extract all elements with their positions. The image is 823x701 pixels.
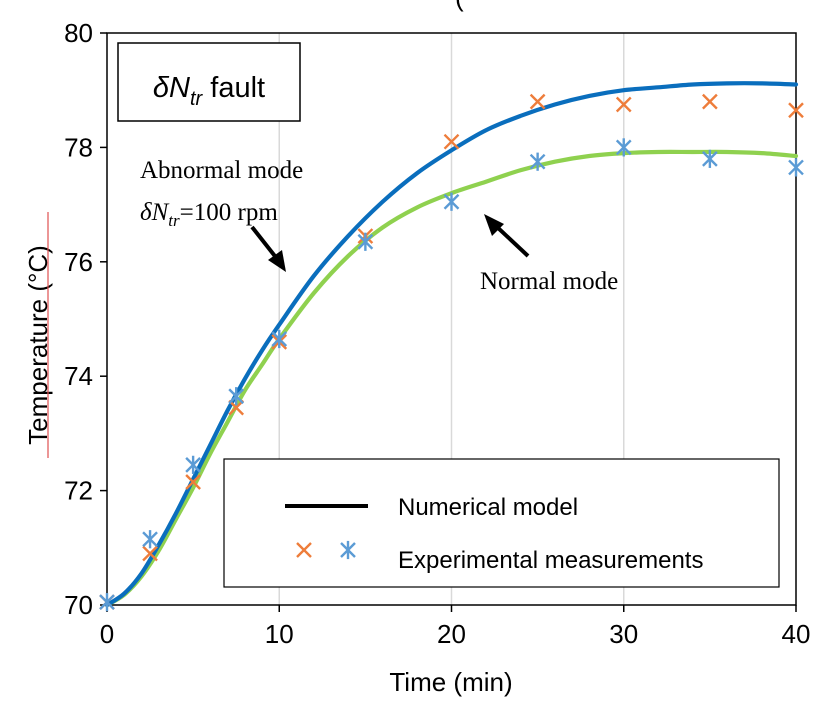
fault-box-label: δNtr fault bbox=[153, 72, 265, 110]
legend-x-swatch bbox=[296, 542, 312, 558]
x-tick-label-10: 10 bbox=[265, 619, 294, 649]
x-tick-label-0: 0 bbox=[100, 619, 114, 649]
model-curve-0 bbox=[104, 81, 799, 608]
measurement-2-point-10-stroke-b bbox=[788, 102, 804, 119]
legend-asterisk-swatch bbox=[340, 540, 356, 560]
y-tick-label-70: 70 bbox=[64, 590, 93, 620]
measurement-2-point-3-stroke-b bbox=[228, 399, 245, 416]
y-tick-labels: 70 72 74 76 78 80 bbox=[64, 18, 93, 620]
measurement-3-point-9 bbox=[702, 149, 718, 168]
measurement-2-point-6 bbox=[443, 133, 460, 150]
y-tick-label-74: 74 bbox=[64, 361, 93, 391]
x-axis-label: Time (min) bbox=[389, 667, 512, 697]
top-title-fragment: ( bbox=[455, 0, 464, 12]
abnormal-mode-rest: =100 rpm bbox=[180, 199, 279, 226]
measurement-2-point-7 bbox=[529, 93, 546, 110]
normal-arrow-head bbox=[484, 214, 504, 236]
measurement-2-point-1-stroke-b bbox=[142, 545, 158, 562]
fault-box-suffix: fault bbox=[202, 72, 265, 104]
fault-box bbox=[117, 42, 301, 122]
measurement-3-point-5 bbox=[357, 232, 374, 251]
abnormal-mode-base: δN bbox=[140, 199, 170, 226]
x-tick-label-20: 20 bbox=[437, 619, 466, 649]
measurement-2-point-2 bbox=[185, 474, 201, 490]
fault-box-base: δN bbox=[153, 72, 190, 104]
legend-marker-swatches bbox=[296, 540, 356, 560]
x-tick-label-30: 30 bbox=[609, 619, 638, 649]
measurement-3-point-1 bbox=[142, 530, 158, 549]
measurement-2-point-9-stroke-b bbox=[702, 93, 718, 110]
measurement-2-point-1 bbox=[142, 545, 158, 562]
y-tick-label-76: 76 bbox=[64, 247, 93, 277]
legend-marker-label: Experimental measurements bbox=[398, 547, 703, 574]
measurement-3-point-6 bbox=[443, 192, 460, 211]
abnormal-mode-label: Abnormal mode bbox=[140, 157, 303, 184]
measurement-markers bbox=[99, 93, 804, 612]
measurement-3-point-4 bbox=[271, 329, 288, 349]
measurement-3-point-7 bbox=[529, 152, 546, 171]
measurement-2-point-7-stroke-b bbox=[529, 93, 546, 110]
y-tick-label-80: 80 bbox=[64, 18, 93, 48]
x-tick-label-40: 40 bbox=[782, 619, 811, 649]
abnormal-mode-subscript: tr bbox=[168, 211, 180, 230]
x-tick-labels: 0 10 20 30 40 bbox=[100, 619, 811, 649]
abnormal-mode-value: δNtr=100 rpm bbox=[140, 199, 278, 230]
legend-box bbox=[223, 458, 780, 588]
measurement-2-point-2-stroke-b bbox=[185, 474, 201, 490]
measurement-3-point-10 bbox=[788, 158, 804, 177]
normal-arrow-shaft bbox=[494, 224, 530, 258]
measurement-2-point-8 bbox=[615, 96, 632, 113]
y-tick-label-72: 72 bbox=[64, 476, 93, 506]
fault-box-subscript: tr bbox=[190, 88, 204, 110]
measurement-2-point-8-stroke-b bbox=[615, 96, 632, 113]
measurement-3-point-2 bbox=[185, 455, 201, 474]
y-tick-label-78: 78 bbox=[64, 132, 93, 162]
measurement-3-point-3 bbox=[228, 387, 245, 406]
legend-line-label: Numerical model bbox=[398, 494, 578, 521]
abnormal-arrow-head bbox=[268, 250, 286, 272]
abnormal-arrow-shaft bbox=[250, 225, 280, 262]
measurement-3-point-8 bbox=[615, 138, 632, 157]
normal-mode-label: Normal mode bbox=[480, 268, 618, 295]
measurement-2-point-3 bbox=[228, 399, 245, 416]
legend-x-swatch-stroke-b bbox=[296, 542, 312, 558]
measurement-2-point-6-stroke-b bbox=[443, 133, 460, 150]
measurement-3-point-0 bbox=[99, 593, 115, 612]
measurement-2-point-9 bbox=[702, 93, 718, 110]
measurement-2-point-10 bbox=[788, 102, 804, 119]
